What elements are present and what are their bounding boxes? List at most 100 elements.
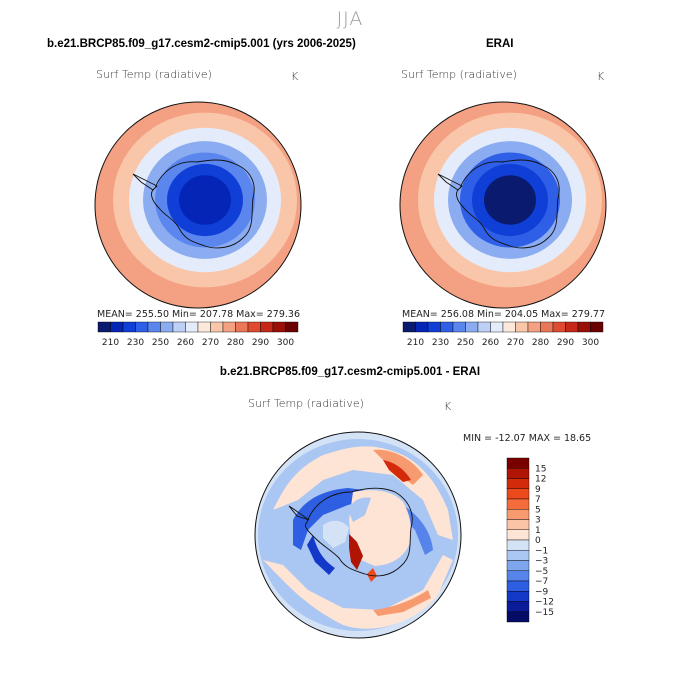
colorbar-swatch: [402, 321, 416, 333]
colorbar-swatch: [260, 321, 274, 333]
colorbar-tick-label: −5: [535, 567, 548, 577]
colorbar-tick-label: 260: [177, 338, 194, 348]
colorbar-swatch: [160, 321, 174, 333]
colorbar-swatch: [235, 321, 249, 333]
colorbar-swatch: [477, 321, 491, 333]
colorbar-swatch: [210, 321, 224, 333]
colorbar-tick-label: 7: [535, 495, 541, 505]
colorbar-tick-label: 0: [535, 536, 541, 546]
antarctica-coastline: [132, 159, 255, 249]
panel-variable-label: Surf Temp (radiative): [248, 397, 364, 410]
colorbar-tick-label: 280: [532, 338, 549, 348]
panel-variable-label: Surf Temp (radiative): [96, 68, 212, 81]
colorbar-swatch: [506, 478, 530, 489]
colorbar-obs: 210 230 250 260 270 280 290 300: [402, 321, 604, 348]
colorbar-swatch: [577, 321, 591, 333]
panel-units-label: K: [597, 70, 605, 83]
colorbar-swatch: [506, 498, 530, 510]
colorbar-swatch: [515, 321, 529, 333]
colorbar-swatch: [285, 321, 299, 333]
colorbar-tick-label: −15: [535, 608, 554, 618]
map-obs-field: [400, 102, 606, 308]
polar-map-obs: [399, 101, 607, 309]
colorbar-swatch: [247, 321, 261, 333]
colorbar-swatch: [465, 321, 479, 333]
colorbar-tick-label: 270: [507, 338, 524, 348]
colorbar-swatch: [147, 321, 161, 333]
colorbar-swatch: [490, 321, 504, 333]
colorbar-tick-label: 210: [407, 338, 424, 348]
colorbar-tick-label: 300: [277, 338, 294, 348]
colorbar-swatch: [197, 321, 211, 333]
panel-units-label: K: [291, 70, 299, 83]
colorbar-tick-label: −9: [535, 587, 549, 597]
colorbar-swatch: [552, 321, 566, 333]
colorbar-swatch: [506, 539, 530, 551]
colorbar-swatch: [506, 468, 530, 479]
panel-variable-label: Surf Temp (radiative): [401, 68, 517, 81]
colorbar-swatch: [222, 321, 236, 333]
colorbar-swatch: [440, 321, 454, 333]
colorbar-swatch: [506, 509, 530, 520]
colorbar-swatch: [506, 611, 530, 623]
colorbar-swatch: [415, 321, 429, 333]
colorbar-swatch: [506, 488, 530, 500]
colorbar-tick-label: 300: [582, 338, 599, 348]
antarctica-coastline: [288, 487, 413, 577]
polar-map-diff: [254, 431, 462, 639]
colorbar-swatch: [506, 580, 530, 592]
colorbar-swatch: [506, 519, 530, 530]
panel-stats: MEAN= 255.50 Min= 207.78 Max= 279.36: [97, 309, 301, 320]
colorbar-tick-label: 230: [127, 338, 144, 348]
field-band: [484, 175, 536, 225]
colorbar-tick-label: −3: [535, 557, 548, 567]
colorbar-swatch: [565, 321, 579, 333]
colorbar-swatch: [452, 321, 466, 333]
antarctica-coastline: [437, 159, 560, 249]
colorbar-tick-label: 270: [202, 338, 219, 348]
colorbar-tick-label: 5: [535, 505, 541, 515]
colorbar-swatch: [540, 321, 554, 333]
colorbar-swatch: [272, 321, 286, 333]
colorbar-swatch: [506, 457, 530, 469]
panel-title-diff: b.e21.BRCP85.f09_g17.cesm2-cmip5.001 - E…: [219, 366, 481, 378]
field-band: [179, 175, 231, 225]
panel-stats: MIN = -12.07 MAX = 18.65: [463, 433, 592, 444]
colorbar-tick-label: 210: [102, 338, 119, 348]
colorbar-swatch: [506, 550, 530, 561]
colorbar-swatch: [502, 321, 516, 333]
colorbar-tick-label: 250: [152, 338, 169, 348]
colorbar-tick-label: 15: [535, 464, 546, 474]
colorbar-tick-label: 290: [252, 338, 269, 348]
panel-units-label: K: [444, 400, 452, 413]
colorbar-swatch: [172, 321, 186, 333]
colorbar-tick-label: 280: [227, 338, 244, 348]
colorbar-swatch: [527, 321, 541, 333]
panel-title-model: b.e21.BRCP85.f09_g17.cesm2-cmip5.001 (yr…: [47, 38, 356, 50]
colorbar-swatch: [506, 560, 530, 571]
colorbar-swatch: [122, 321, 136, 333]
colorbar-tick-label: 260: [482, 338, 499, 348]
colorbar-tick-label: 9: [535, 485, 541, 495]
page-title: JJA: [336, 8, 364, 30]
colorbar-swatch: [506, 529, 530, 541]
colorbar-swatch: [506, 591, 530, 602]
map-model-field: [95, 102, 301, 308]
colorbar-tick-label: 1: [535, 526, 541, 536]
colorbar-swatch: [110, 321, 124, 333]
colorbar-model: 210 230 250 260 270 280 290 300: [97, 321, 299, 348]
colorbar-tick-label: 250: [457, 338, 474, 348]
colorbar-tick-label: −7: [535, 577, 548, 587]
colorbar-tick-label: 290: [557, 338, 574, 348]
colorbar-swatch: [97, 321, 111, 333]
colorbar-swatch: [135, 321, 149, 333]
colorbar-swatch: [427, 321, 441, 333]
colorbar-swatch: [506, 601, 530, 612]
colorbar-swatch: [506, 570, 530, 582]
panel-title-obs: ERAI: [486, 38, 514, 50]
colorbar-tick-label: −1: [535, 546, 548, 556]
polar-map-model: [94, 101, 302, 309]
panel-stats: MEAN= 256.08 Min= 204.05 Max= 279.77: [402, 309, 606, 320]
colorbar-tick-label: 230: [432, 338, 449, 348]
